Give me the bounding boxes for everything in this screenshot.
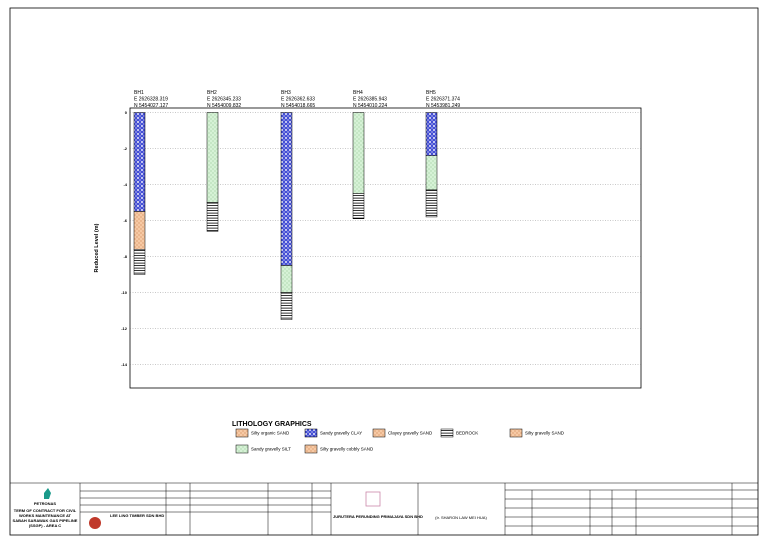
contractor-name: LEE LING TIMBER SDN BHD (110, 513, 164, 518)
borehole-easting: E 2626385.943 (353, 97, 387, 103)
borehole-northing: N 5454018.665 (281, 103, 315, 109)
borehole-northing: N 5454009.832 (207, 103, 241, 109)
title-block (10, 482, 758, 535)
legend-swatch (304, 428, 318, 438)
borehole-layer (280, 292, 293, 320)
y-tick-label: -12 (121, 326, 128, 331)
legend-swatch (440, 428, 454, 438)
y-tick-label: -6 (123, 218, 127, 223)
legend-label: Clayey gravelly SAND (388, 431, 433, 436)
plot-frame (129, 107, 642, 389)
borehole-layer (425, 155, 438, 191)
sheet-border (9, 7, 759, 536)
client-logo (44, 488, 51, 499)
borehole-northing: N 5453981.249 (426, 103, 460, 109)
legend-label: Silty gravelly SAND (525, 431, 565, 436)
project-title: TERM OF CONTRACT FOR CIVIL WORKS MAINTEN… (12, 508, 78, 528)
contractor-logo (89, 517, 101, 529)
legend-swatch (235, 444, 249, 454)
borehole-northing: N 5454010.224 (353, 103, 387, 109)
y-tick-label: -10 (121, 290, 128, 295)
y-axis-label: Reduced Level (m) (94, 223, 100, 272)
borehole-layer (280, 265, 293, 293)
borehole-layer (352, 112, 365, 194)
borehole-easting: E 2626328.319 (134, 97, 168, 103)
legend-swatch (372, 428, 386, 438)
client-name: PETRONAS (34, 501, 57, 506)
borehole-northing: N 5454027.127 (134, 103, 168, 109)
legend-label: Silty gravelly cobbly SAND (320, 447, 374, 452)
borehole-name: BH3 (281, 90, 291, 96)
borehole-layer (206, 112, 219, 203)
borehole-easting: E 2626362.633 (281, 97, 315, 103)
y-tick-label: 0 (125, 110, 128, 115)
borehole-layer (133, 211, 146, 250)
borehole-layer (425, 189, 438, 218)
borehole-layer (206, 202, 219, 232)
y-tick-label: -4 (123, 182, 127, 187)
borehole-layer (352, 193, 365, 219)
borehole-easting: E 2626345.233 (207, 97, 241, 103)
borehole-layer (280, 112, 293, 266)
legend-swatch (235, 428, 249, 438)
consultant-name: JURUTERA PERUNDING PRIMAJAYA SDN BHD (333, 514, 423, 519)
project-title-box: TERM OF CONTRACT FOR CIVIL WORKS MAINTEN… (12, 508, 78, 528)
borehole-name: BH4 (353, 90, 363, 96)
legend-swatch (304, 444, 318, 454)
legend-label: Sandy gravelly CLAY (320, 431, 362, 436)
legend-label: Sandy gravelly SILT (251, 447, 291, 452)
y-tick-label: -2 (123, 146, 127, 151)
legend-swatch (509, 428, 523, 438)
borehole-layer (133, 112, 146, 212)
borehole-layer (133, 249, 146, 275)
legend-label: BEDROCK (456, 431, 478, 436)
legend-title: LITHOLOGY GRAPHICS (232, 421, 312, 428)
borehole-easting: E 2626371.374 (426, 97, 460, 103)
borehole-name: BH1 (134, 90, 144, 96)
legend-label: Silty organic SAND (251, 431, 290, 436)
borehole-name: BH5 (426, 90, 436, 96)
y-tick-label: -14 (121, 362, 128, 367)
engineer-name: (Ir. SHARON LAW MEI HUA) (435, 515, 487, 520)
y-tick-label: -8 (123, 254, 127, 259)
consultant-logo (365, 491, 381, 507)
borehole-name: BH2 (207, 90, 217, 96)
borehole-layer (425, 112, 438, 156)
